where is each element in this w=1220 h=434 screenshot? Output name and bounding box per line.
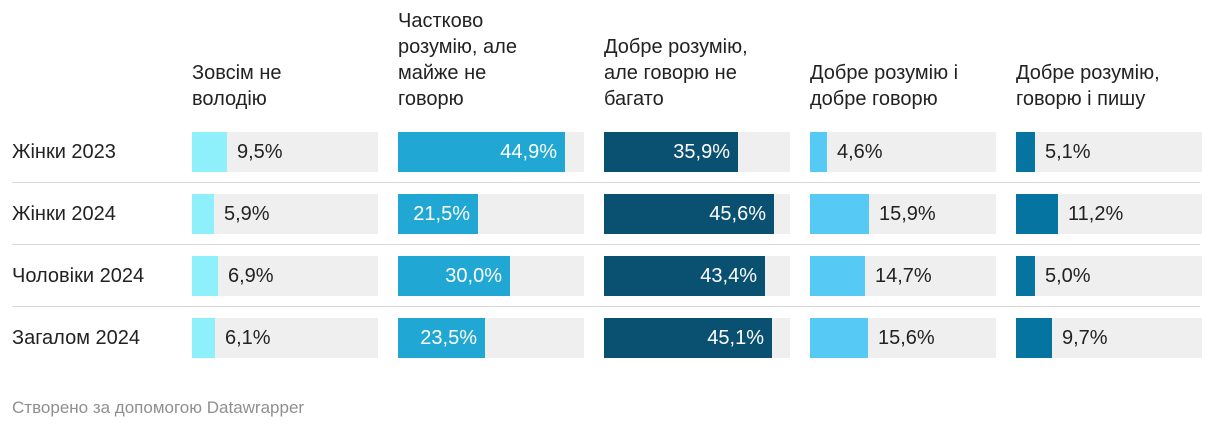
bar — [810, 318, 868, 358]
value-label: 11,2% — [1068, 203, 1124, 225]
value-label: 4,6% — [837, 141, 883, 163]
column-header: Добре розумію і добре говорю — [810, 62, 959, 110]
value-label: 44,9% — [500, 141, 557, 163]
bar-track: 6,9% — [192, 256, 378, 296]
bar — [398, 194, 478, 234]
bar — [604, 194, 774, 234]
bar — [1016, 256, 1035, 296]
value-label: 30,0% — [445, 265, 502, 287]
bar — [192, 256, 218, 296]
bar — [1016, 194, 1058, 234]
value-label: 43,4% — [700, 265, 757, 287]
bar — [604, 132, 738, 172]
value-label: 5,0% — [1045, 265, 1091, 287]
value-label: 45,1% — [707, 327, 764, 349]
value-label: 21,5% — [413, 203, 470, 225]
value-label: 35,9% — [673, 141, 730, 163]
bar-track: 44,9% — [398, 132, 584, 172]
bar — [810, 256, 865, 296]
bar-track: 15,9% — [810, 194, 996, 234]
footer-credit: Створено за допомогою Datawrapper — [12, 398, 305, 417]
bar — [398, 256, 510, 296]
bar-track: 45,1% — [604, 318, 790, 358]
bar — [1016, 132, 1035, 172]
bar-track: 15,6% — [810, 318, 996, 358]
value-label: 15,9% — [879, 203, 936, 225]
bar — [192, 318, 215, 358]
bar-track: 4,6% — [810, 132, 996, 172]
bar — [398, 132, 565, 172]
bar-track: 6,1% — [192, 318, 378, 358]
bar — [192, 132, 227, 172]
bar — [604, 318, 772, 358]
bar-track: 35,9% — [604, 132, 790, 172]
value-label: 9,5% — [237, 141, 283, 163]
bar-track: 9,7% — [1016, 318, 1202, 358]
column-header: Зовсім не володію — [192, 62, 282, 110]
row-label: Чоловіки 2024 — [12, 265, 145, 287]
column-header: Добре розумію, говорю і пишу — [1016, 62, 1160, 110]
row-label: Загалом 2024 — [12, 327, 140, 349]
value-label: 14,7% — [875, 265, 932, 287]
bar-track: 11,2% — [1016, 194, 1202, 234]
bar-track: 14,7% — [810, 256, 996, 296]
value-label: 15,6% — [878, 327, 935, 349]
row-label: Жінки 2023 — [12, 141, 116, 163]
bar — [604, 256, 765, 296]
bar-track: 30,0% — [398, 256, 584, 296]
bar — [1016, 318, 1052, 358]
value-label: 6,9% — [228, 265, 274, 287]
column-header: Добре розумію, але говорю не багато — [604, 36, 748, 110]
row-label: Жінки 2024 — [12, 203, 116, 225]
bar-track: 23,5% — [398, 318, 584, 358]
bar-track: 21,5% — [398, 194, 584, 234]
bar-track: 43,4% — [604, 256, 790, 296]
bar — [192, 194, 214, 234]
bar-track: 5,0% — [1016, 256, 1202, 296]
bar — [398, 318, 485, 358]
bar — [810, 132, 827, 172]
bar — [810, 194, 869, 234]
value-label: 9,7% — [1062, 327, 1108, 349]
bar-track: 5,9% — [192, 194, 378, 234]
value-label: 23,5% — [420, 327, 477, 349]
row-divider — [12, 306, 1200, 307]
bar-track: 45,6% — [604, 194, 790, 234]
value-label: 45,6% — [709, 203, 766, 225]
row-divider — [12, 182, 1200, 183]
row-divider — [12, 244, 1200, 245]
value-label: 5,9% — [224, 203, 270, 225]
value-label: 5,1% — [1045, 141, 1091, 163]
bar-track: 5,1% — [1016, 132, 1202, 172]
bar-track: 9,5% — [192, 132, 378, 172]
column-header: Частково розумію, але майже не говорю — [398, 10, 517, 110]
value-label: 6,1% — [225, 327, 271, 349]
